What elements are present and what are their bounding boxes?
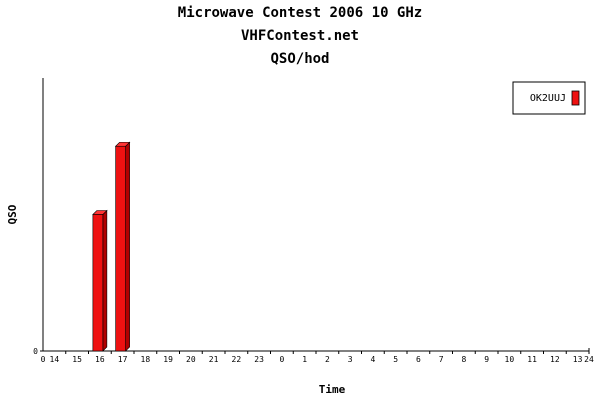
bar-side	[125, 141, 130, 352]
y-axis-title: QSO	[6, 204, 19, 224]
x-tick-label: 16	[95, 355, 105, 364]
x-tick-label: 15	[72, 355, 82, 364]
x-tick-label: 20	[186, 355, 196, 364]
x-axis-title: Time	[319, 383, 346, 396]
bar	[92, 214, 104, 352]
x-tick-label: 4	[370, 355, 375, 364]
y-tick-label: 0	[33, 347, 38, 356]
x-tick-label: 0	[279, 355, 284, 364]
x-tick-label: 18	[141, 355, 151, 364]
bar	[115, 145, 126, 352]
x-tick-label: 5	[393, 355, 398, 364]
x-tick-label: 21	[209, 355, 219, 364]
x-tick-label: 12	[550, 355, 560, 364]
x-tick-label: 22	[232, 355, 242, 364]
chart-subtitle: VHFContest.net	[240, 28, 359, 44]
legend-swatch	[571, 90, 580, 106]
x-tick-label: 7	[439, 355, 444, 364]
legend-label: OK2UUJ	[530, 93, 566, 104]
x-tick-label: 19	[163, 355, 173, 364]
x-tick-label: 11	[527, 355, 537, 364]
x-ticks: 0 14 15 16 17 18 19 20 21 22 23 0 1 2 3 4 5 6 7 8 9 10 11 12 13 2…	[41, 351, 594, 364]
x-tick-label: 0	[41, 355, 46, 364]
bars	[92, 141, 131, 352]
x-tick-label: 2	[325, 355, 330, 364]
x-tick-label: 23	[254, 355, 264, 364]
chart-title: Microwave Contest 2006 10 GHz	[177, 5, 423, 21]
y-ticks: 0	[33, 347, 43, 356]
legend: OK2UUJ	[512, 81, 586, 115]
bar-side	[102, 209, 108, 352]
x-tick-label: 6	[416, 355, 421, 364]
x-tick-label: 9	[484, 355, 489, 364]
x-tick-label: 8	[461, 355, 466, 364]
x-tick-label: 24	[584, 355, 594, 364]
x-tick-label: 13	[573, 355, 583, 364]
x-tick-label: 3	[348, 355, 353, 364]
x-tick-label: 17	[118, 355, 128, 364]
chart-unit-title: QSO/hod	[270, 51, 330, 67]
x-tick-label: 14	[50, 355, 60, 364]
x-tick-label: 1	[302, 355, 307, 364]
x-tick-label: 10	[505, 355, 515, 364]
